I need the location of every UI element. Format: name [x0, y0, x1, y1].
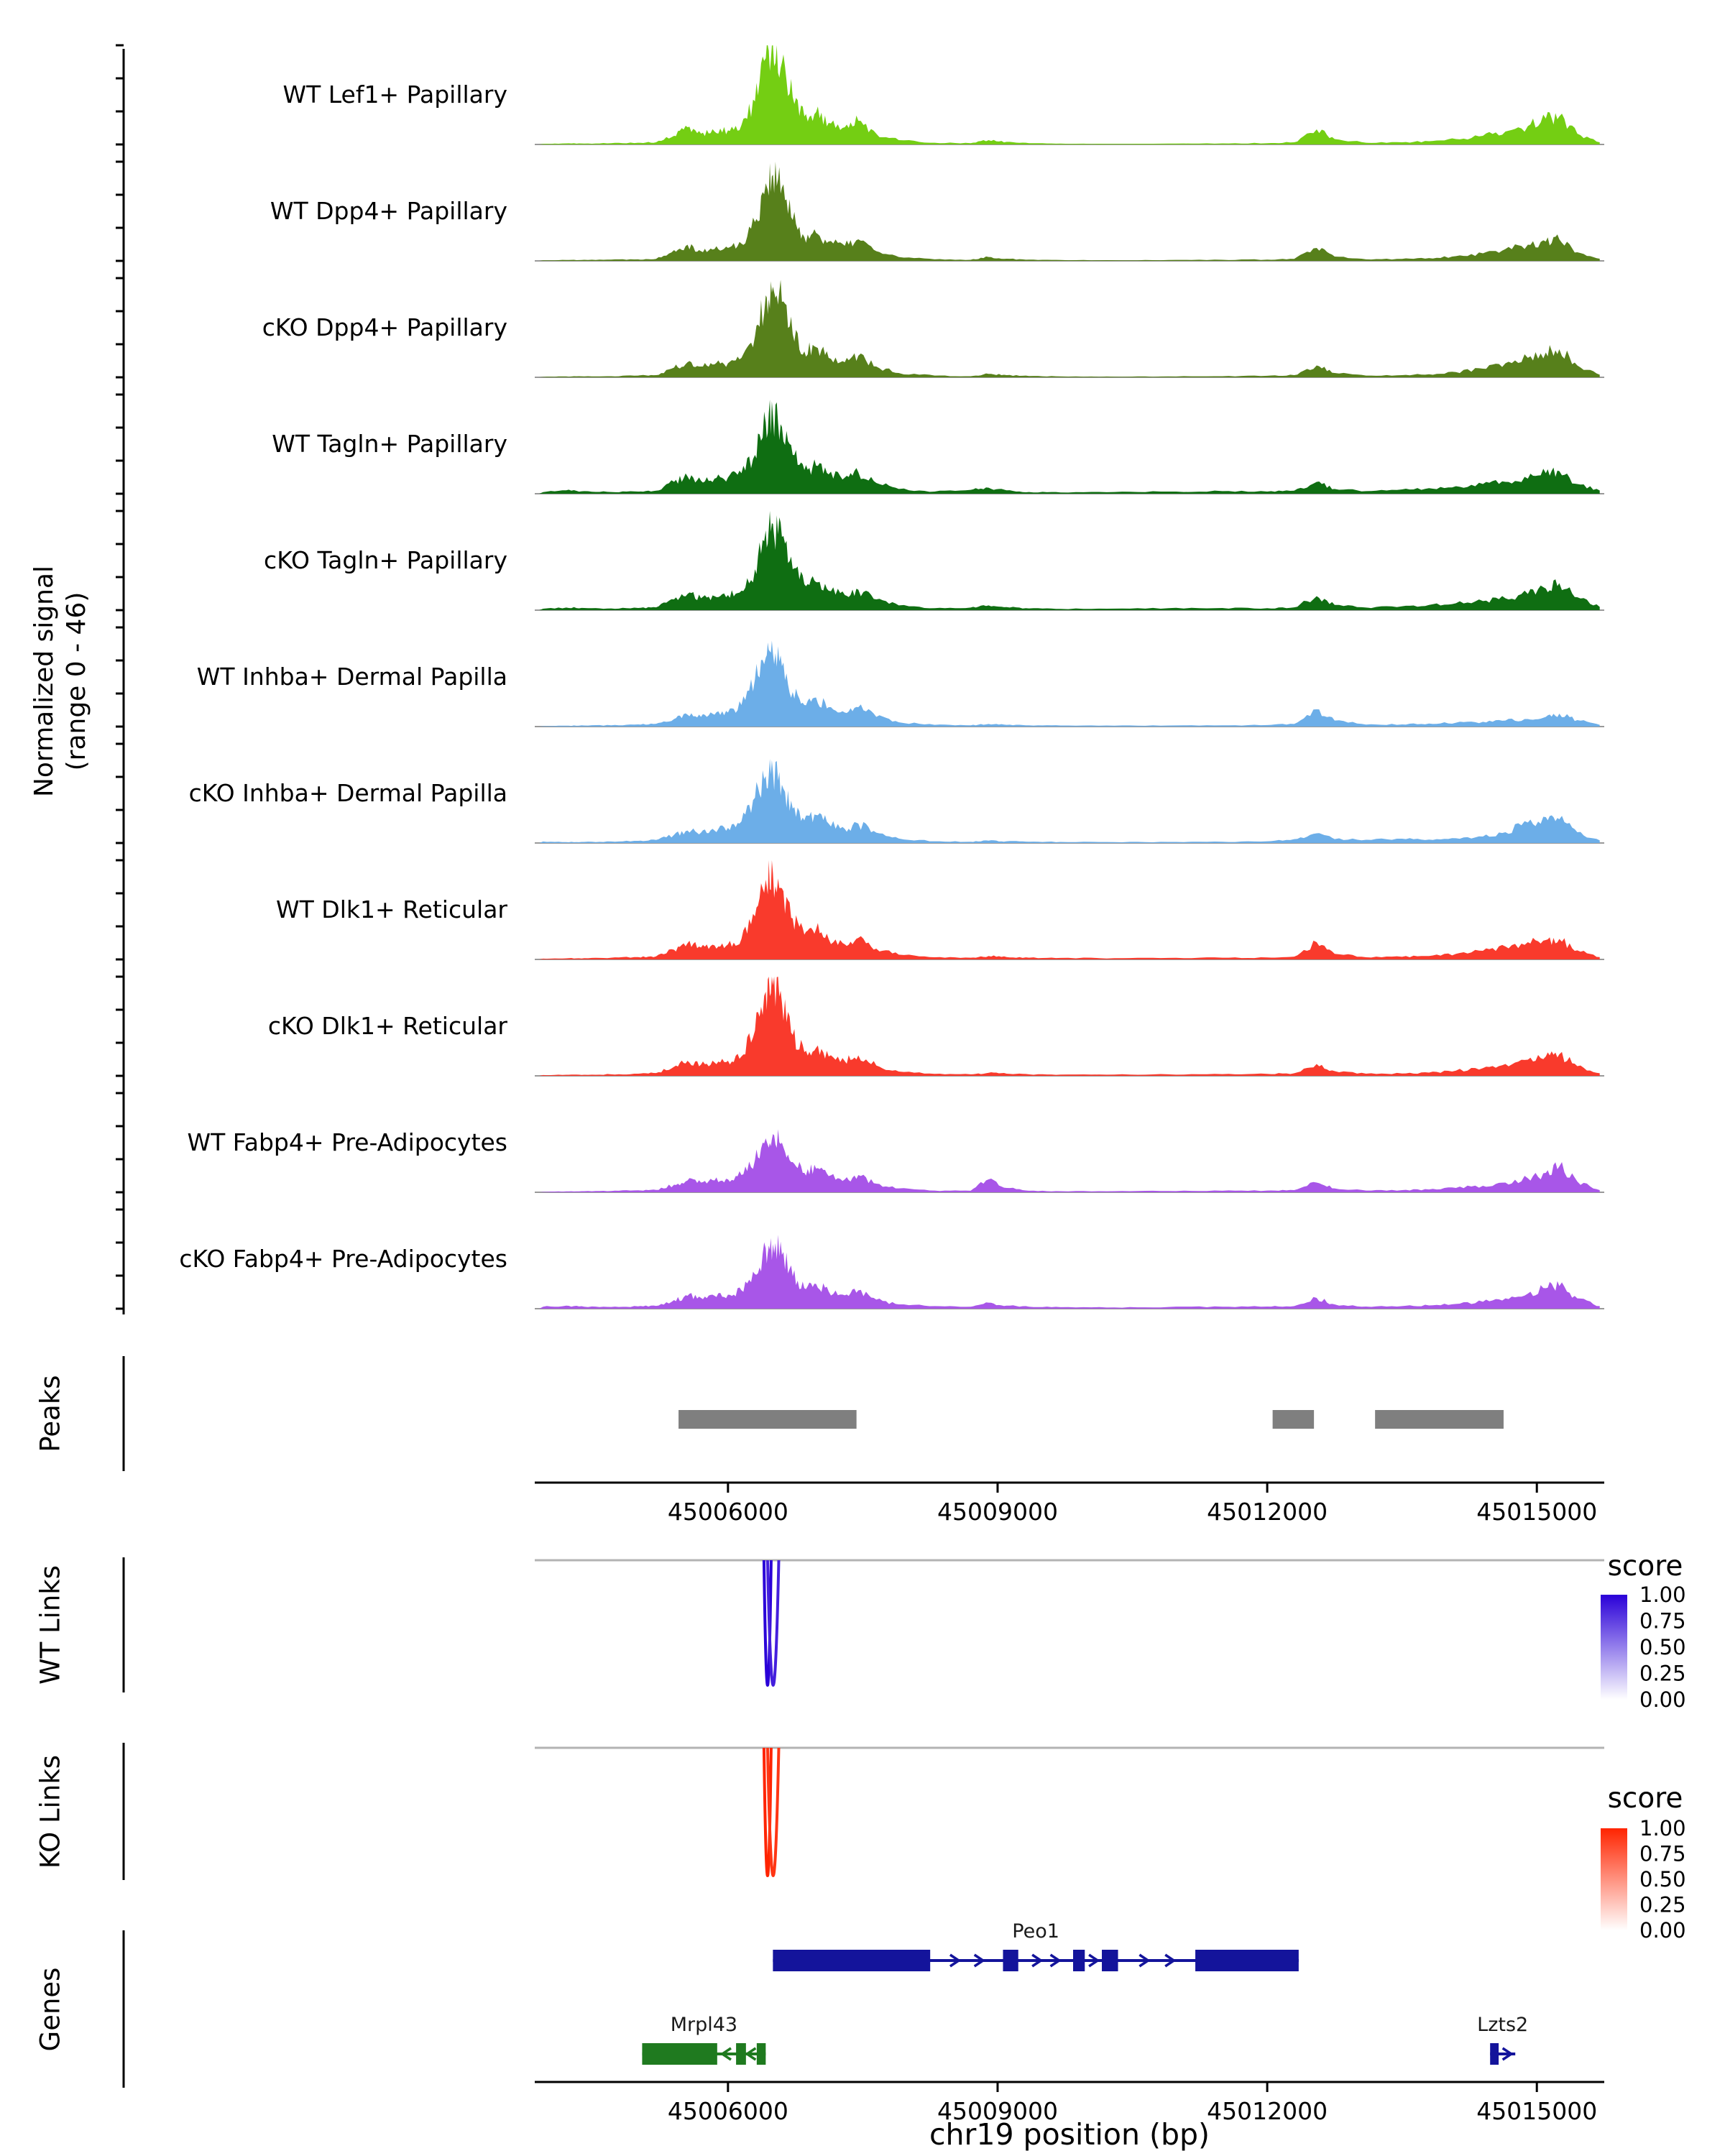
gene-exon [1102, 1950, 1118, 1971]
gene-label: Lzts2 [1477, 2014, 1528, 2036]
track-label: WT Tagln+ Papillary [272, 430, 507, 458]
legend-tick-label: 0.50 [1639, 1635, 1686, 1659]
signal-track-area [539, 759, 1600, 843]
signal-track-area [539, 860, 1600, 959]
strand-arrow-icon [973, 1953, 985, 1968]
signal-track-area [539, 400, 1600, 494]
peak-rect [1375, 1410, 1504, 1429]
signal-track-area [539, 1129, 1600, 1192]
track-label: WT Fabp4+ Pre-Adipocytes [188, 1128, 507, 1156]
legend-tick-label: 1.00 [1639, 1583, 1686, 1607]
strand-arrow-icon [1164, 1953, 1177, 1968]
gene-exon [756, 2043, 766, 2065]
legend-title: score [1608, 1782, 1683, 1815]
link-arc [765, 1747, 781, 1877]
track-label: cKO Fabp4+ Pre-Adipocytes [179, 1245, 507, 1273]
gene-exon [1490, 2043, 1499, 2065]
legend-tick-label: 1.00 [1639, 1816, 1686, 1841]
x-axis-tick-label: 45006000 [668, 1498, 788, 1526]
legend-tick-label: 0.00 [1639, 1918, 1686, 1943]
track-label: WT Dlk1+ Reticular [276, 895, 507, 923]
legend-gradient-bar [1601, 1595, 1627, 1700]
strand-arrow-icon [1501, 2047, 1514, 2061]
signal-track-area [539, 162, 1600, 261]
x-axis-tick-label: 45015000 [1476, 2097, 1597, 2125]
signal-track-area [539, 45, 1600, 144]
y-axis-label-line2: (range 0 - 46) [62, 591, 91, 771]
y-axis-label: Normalized signal (range 0 - 46) [28, 566, 93, 797]
y-axis-label-line1: Normalized signal [29, 565, 59, 798]
peaks-section-label: Peaks [34, 1375, 66, 1452]
signal-track-area [539, 511, 1600, 610]
strand-arrow-icon [719, 2047, 732, 2061]
gene-exon [736, 2043, 746, 2065]
x-axis-tick-label: 45012000 [1207, 2097, 1328, 2125]
strand-arrow-icon [1031, 1953, 1044, 1968]
gene-exon [642, 2043, 717, 2065]
wt-links-section-label: WT Links [34, 1565, 66, 1685]
x-axis-tick-label: 45012000 [1207, 1498, 1328, 1526]
gene-label: Peo1 [1012, 1920, 1059, 1943]
x-axis-tick-label: 45015000 [1476, 1498, 1597, 1526]
signal-track-area [539, 1235, 1600, 1309]
peak-rect [1272, 1410, 1315, 1429]
track-label: WT Inhba+ Dermal Papilla [197, 663, 507, 691]
track-label: cKO Tagln+ Papillary [264, 546, 507, 574]
track-label: cKO Inhba+ Dermal Papilla [189, 779, 507, 807]
legend-tick-label: 0.25 [1639, 1893, 1686, 1917]
legend-tick-label: 0.25 [1639, 1662, 1686, 1686]
legend-tick-label: 0.00 [1639, 1687, 1686, 1712]
track-label: cKO Dpp4+ Papillary [262, 313, 507, 341]
legend-tick-label: 0.75 [1639, 1609, 1686, 1634]
gene-exon [1195, 1950, 1299, 1971]
signal-track-area [539, 640, 1600, 727]
strand-arrow-icon [1088, 1953, 1100, 1968]
gene-exon [773, 1950, 931, 1971]
legend-tick-label: 0.75 [1639, 1842, 1686, 1866]
strand-arrow-icon [1138, 1953, 1151, 1968]
signal-track-area [539, 977, 1600, 1076]
strand-arrow-icon [1049, 1953, 1062, 1968]
link-arc [765, 1560, 781, 1687]
legend-gradient-bar [1601, 1828, 1627, 1930]
x-axis-tick-label: 45009000 [937, 2097, 1058, 2125]
legend-tick-label: 0.50 [1639, 1867, 1686, 1892]
track-label: WT Lef1+ Papillary [282, 80, 507, 109]
strand-arrow-icon [949, 1953, 962, 1968]
gene-exon [1003, 1950, 1018, 1971]
x-axis-title: chr19 position (bp) [929, 2117, 1210, 2152]
ko-links-section-label: KO Links [34, 1754, 66, 1869]
signal-track-area [539, 280, 1600, 377]
peak-rect [678, 1410, 857, 1429]
track-label: WT Dpp4+ Papillary [270, 197, 507, 225]
x-axis-tick-label: 45006000 [668, 2097, 788, 2125]
track-label: cKO Dlk1+ Reticular [268, 1012, 508, 1040]
strand-arrow-icon [745, 2047, 757, 2061]
legend-title: score [1608, 1550, 1683, 1583]
gene-label: Mrpl43 [671, 2014, 737, 2036]
gene-exon [1073, 1950, 1085, 1971]
x-axis-tick-label: 45009000 [937, 1498, 1058, 1526]
genes-section-label: Genes [34, 1967, 66, 2052]
